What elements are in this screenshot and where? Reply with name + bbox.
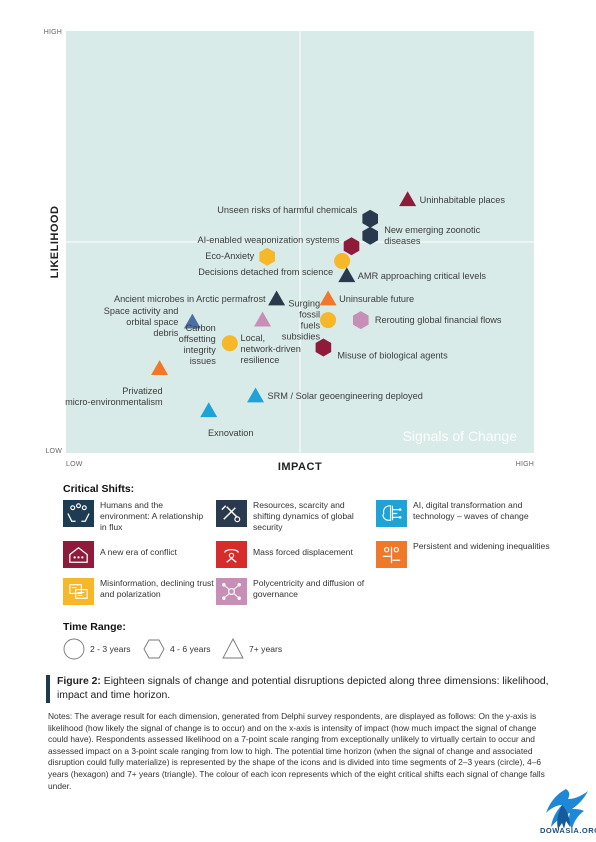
- signal-marker: [338, 267, 356, 283]
- critical-shift-label: A new era of conflict: [100, 547, 177, 557]
- signal-marker: [183, 313, 201, 329]
- signal-marker: [254, 311, 272, 327]
- figure-caption: Figure 2: Eighteen signals of change and…: [46, 675, 557, 703]
- time-range-hexagon: 4 - 6 years: [143, 638, 211, 660]
- signal-marker: [247, 387, 265, 403]
- signal-label: Uninhabitable places: [420, 195, 506, 205]
- house-conflict-icon: [63, 541, 94, 568]
- signal-marker: [151, 360, 169, 375]
- critical-shift-ai: AI, digital transformation and technolog…: [376, 500, 553, 527]
- displacement-icon: [216, 541, 247, 568]
- time-range-circle: 2 - 3 years: [63, 638, 131, 660]
- signal-label: Space activity and orbital space debris: [104, 306, 179, 338]
- signal-marker: [320, 312, 337, 329]
- x-axis-title: IMPACT: [278, 461, 322, 470]
- critical-shift-label: Resources, scarcity and shifting dynamic…: [253, 500, 354, 532]
- signal-label: Uninsurable future: [339, 294, 414, 304]
- signal-marker: [334, 252, 351, 269]
- hands-with-people-icon: [63, 500, 94, 527]
- critical-shift-label: AI, digital transformation and technolog…: [413, 500, 529, 521]
- logo-text: DOWASIA.ORG: [540, 826, 596, 835]
- signal-label: Eco-Anxiety: [205, 251, 254, 261]
- signal-label: Exnovation: [208, 428, 253, 438]
- signal-marker: [221, 335, 238, 352]
- triangle-shape-icon: [222, 638, 244, 659]
- critical-shift-humans: Humans and the environment: A relationsh…: [63, 500, 210, 533]
- time-range-label: 2 - 3 years: [90, 644, 131, 654]
- hexagon-shape-icon: [143, 639, 165, 659]
- signal-label: Decisions detached from science: [198, 267, 333, 277]
- critical-shift-polycentricity: Polycentricity and diffusion of governan…: [216, 578, 383, 605]
- critical-shift-inequalities: Persistent and widening inequalities: [376, 541, 553, 568]
- signal-marker: [319, 290, 337, 306]
- signal-marker: [353, 311, 369, 330]
- tools-icon: [216, 500, 247, 527]
- figure-notes: Notes: The average result for each dimen…: [48, 711, 545, 791]
- signal-label: Unseen risks of harmful chemicals: [217, 205, 357, 215]
- signal-label: Surging fossil fuels subsidies: [282, 299, 321, 342]
- critical-shift-displacement: Mass forced displacement: [216, 541, 373, 568]
- critical-shift-misinformation: Misinformation, declining trust and pola…: [63, 578, 215, 605]
- signal-marker: [259, 247, 275, 266]
- signal-label: New emerging zoonotic diseases: [384, 225, 480, 246]
- time-range-label: 4 - 6 years: [170, 644, 211, 654]
- signal-label: AMR approaching critical levels: [358, 271, 487, 281]
- signal-label: Ancient microbes in Arctic permafrost: [114, 294, 266, 304]
- critical-shift-label: Persistent and widening inequalities: [413, 541, 550, 551]
- figure-caption-text: Eighteen signals of change and potential…: [57, 676, 549, 701]
- signal-marker: [315, 338, 332, 357]
- inequality-icon: [376, 541, 407, 568]
- screens-icon: [63, 578, 94, 605]
- signal-marker: [200, 402, 218, 418]
- critical-shift-label: Mass forced displacement: [253, 547, 353, 557]
- y-axis-title: LIKELIHOOD: [49, 206, 61, 279]
- brain-circuit-icon: [376, 500, 407, 527]
- x-axis-high-label: HIGH: [516, 461, 534, 468]
- critical-shift-conflict: A new era of conflict: [63, 541, 220, 568]
- dowasia-eagle-logo: [546, 789, 588, 829]
- signals-chart: HIGH LOW LOW HIGH IMPACT LIKELIHOOD Sign…: [44, 29, 534, 470]
- signal-label: Rerouting global financial flows: [375, 315, 502, 325]
- critical-shifts-title: Critical Shifts:: [63, 483, 135, 495]
- signal-label: Local, network-driven resilience: [241, 333, 301, 365]
- network-icon: [216, 578, 247, 605]
- signal-marker: [268, 290, 286, 306]
- circle-shape-icon: [63, 638, 85, 660]
- signal-label: SRM / Solar geoengineering deployed: [268, 391, 423, 401]
- y-axis-low-label: LOW: [45, 448, 62, 455]
- critical-shift-label: Polycentricity and diffusion of governan…: [253, 578, 365, 599]
- y-axis-high-label: HIGH: [44, 29, 62, 36]
- x-axis-low-label: LOW: [66, 461, 83, 468]
- critical-shift-label: Humans and the environment: A relationsh…: [100, 500, 204, 532]
- signal-marker: [362, 226, 378, 245]
- figure-number: Figure 2:: [57, 676, 101, 687]
- signal-label: Misuse of biological agents: [337, 351, 448, 361]
- signal-label: Privatized micro-environmentalism: [65, 386, 163, 407]
- signal-marker: [399, 191, 417, 207]
- critical-shift-label: Misinformation, declining trust and pola…: [100, 578, 214, 599]
- signal-label: Carbon offsetting integrity issues: [179, 323, 217, 366]
- critical-shift-resources: Resources, scarcity and shifting dynamic…: [216, 500, 371, 533]
- signal-marker: [362, 209, 378, 228]
- time-range-title: Time Range:: [63, 621, 126, 633]
- chart-watermark: Signals of Change: [403, 428, 518, 444]
- time-range-triangle: 7+ years: [222, 638, 282, 660]
- signal-label: AI-enabled weaponization systems: [197, 235, 339, 245]
- signal-marker: [343, 237, 360, 256]
- time-range-label: 7+ years: [249, 644, 283, 654]
